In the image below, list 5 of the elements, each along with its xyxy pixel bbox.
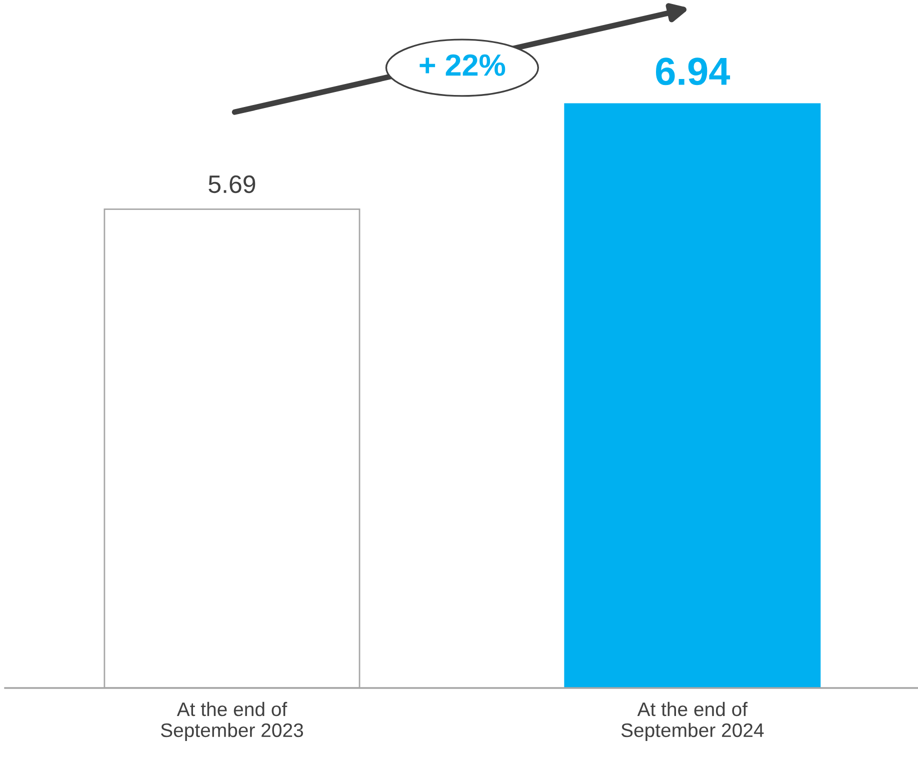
text: + 22% bbox=[420, 54, 506, 76]
x-tick-label: At the end of September 2023 bbox=[160, 702, 304, 741]
data-label: 6.94 bbox=[656, 58, 730, 86]
x-tick-label: At the end of September 2024 bbox=[621, 702, 764, 741]
data-label: 5.69 bbox=[208, 175, 256, 194]
